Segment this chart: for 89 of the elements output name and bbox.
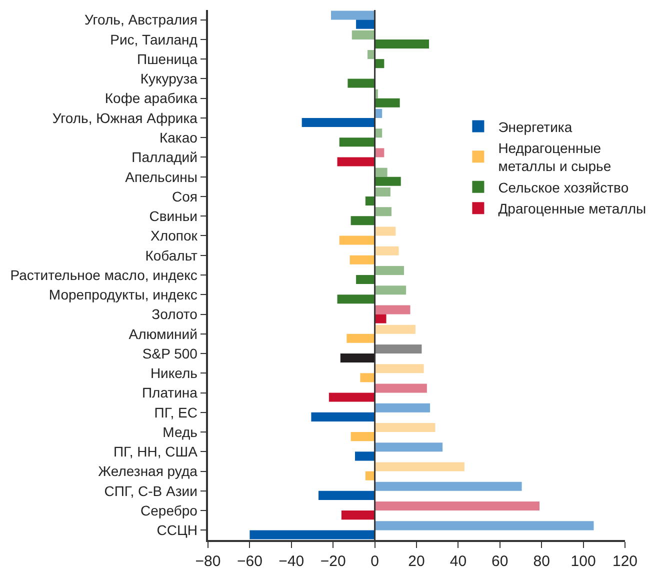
bar [374,39,430,48]
legend-label: Драгоценные металлы [498,200,646,217]
bar [356,275,375,284]
bar [374,168,388,177]
bar [374,462,464,472]
y-tick-label: Алюминий [128,326,198,342]
x-tick-label: 100 [570,552,596,570]
y-tick-label: Рис, Таиланд [110,31,198,48]
bar [360,373,375,382]
bar [374,344,422,354]
bar [374,521,594,530]
y-tick-label: Кобальт [145,247,198,264]
bar [352,30,375,40]
y-tick-label: Уголь, Австралия [84,12,198,28]
x-tick-label: −20 [320,552,346,570]
bar [374,403,430,412]
x-tick-label: 120 [612,552,638,570]
y-tick-label: СПГ, С-В Азии [104,482,198,499]
y-tick-label: Свиньи [149,208,198,224]
y-tick-label: Морепродукты, индекс [48,286,198,303]
bar [374,59,384,68]
bar [374,226,396,236]
bar [302,118,375,127]
x-tick-label: 60 [492,552,508,570]
bar [374,176,401,186]
bar [374,502,540,511]
y-tick-label: Палладий [132,149,198,166]
bar [318,490,375,500]
bar [337,294,375,304]
legend-label: Энергетика [498,118,572,135]
bar [311,412,375,422]
y-tick-label: Апельсины [125,168,198,185]
bar [250,530,375,540]
y-tick-label: Растительное масло, индекс [10,266,198,283]
bar [374,98,400,108]
bar [374,314,386,324]
bar [354,452,375,461]
x-tick-label: 80 [533,552,550,570]
bar [374,246,399,256]
y-tick-label: Какао [159,129,198,146]
y-tick-label: ПГ, ЕС [154,404,198,420]
y-tick-label: Железная руда [98,463,198,480]
x-tick-label: −40 [278,552,304,570]
bar [374,482,522,491]
bar [374,286,406,295]
bar [374,423,436,432]
y-tick-label: Пшеница [137,50,198,67]
legend-label: Сельское хозяйство [498,179,629,196]
bar [331,10,375,20]
bar [374,305,410,314]
y-tick-label: S&P 500 [142,345,198,362]
bar [374,364,424,374]
bar [350,216,375,226]
x-tick-label: 40 [450,552,467,570]
y-tick-label: Уголь, Южная Африка [52,110,198,126]
bar [350,255,375,264]
y-tick-label: Кофе арабика [104,90,198,106]
bar [346,334,375,343]
x-tick-label: −80 [195,552,221,570]
y-tick-label: Серебро [140,502,198,518]
bar [339,236,375,245]
bar [340,354,375,363]
x-tick-label: 0 [370,552,379,570]
legend-label: Недрагоценные металлы и сырье [498,140,612,174]
bar [341,510,375,520]
bar [337,157,375,166]
y-tick-label: Никель [150,365,198,382]
x-tick-label: −60 [236,552,262,570]
x-tick-label: 20 [408,552,425,570]
y-tick-label: Медь [162,424,198,440]
bar [374,442,443,452]
bar [374,187,390,196]
y-tick-label: Хлопок [150,228,198,244]
bar [374,324,416,334]
bar [328,392,375,402]
y-tick-label: ССЦН [156,522,198,538]
bar [356,20,375,29]
y-tick-label: Золото [152,306,198,322]
y-tick-label: Платина [142,384,198,401]
bar [374,266,404,275]
bar [348,78,375,88]
bar [374,148,384,158]
bar [350,432,375,442]
y-tick-label: Кукуруза [140,70,198,87]
bar [374,384,427,393]
y-tick-label: ПГ, НН, США [113,444,198,460]
bar [339,138,375,147]
y-tick-label: Соя [172,188,198,204]
bar [374,207,392,216]
